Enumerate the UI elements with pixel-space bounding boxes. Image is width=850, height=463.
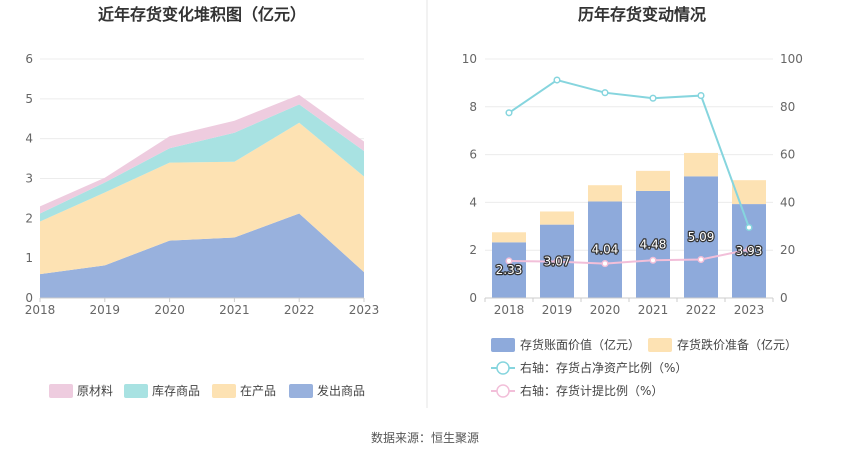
left-y-tick-label: 0 xyxy=(25,291,33,305)
line-inventory-net-assets-ratio-point xyxy=(553,76,561,84)
right-x-tick-label: 2019 xyxy=(542,303,573,317)
right-y-tick-label: 6 xyxy=(469,148,477,162)
bar-impairment-reserve xyxy=(732,180,766,205)
bar-impairment-reserve xyxy=(684,152,718,177)
bar-book-value xyxy=(588,201,622,298)
right-y-tick-label: 4 xyxy=(469,195,477,209)
line-inventory-net-assets-ratio xyxy=(508,78,750,228)
line-inventory-net-assets-ratio-point xyxy=(745,223,753,232)
right-x-tick-label: 2023 xyxy=(734,303,765,317)
right-y-tick-label: 0 xyxy=(469,291,477,305)
right-y-tick-label: 10 xyxy=(462,52,477,66)
line-inventory-net-assets-ratio-point xyxy=(649,94,657,102)
left-x-tick-label: 2021 xyxy=(219,303,250,317)
left-x-tick-label: 2020 xyxy=(154,303,185,317)
line-inventory-net-assets-ratio-point xyxy=(505,109,513,117)
right-y2-tick-label: 80 xyxy=(780,100,795,114)
left-legend-swatch xyxy=(49,384,73,398)
left-legend-label: 库存商品 xyxy=(152,383,200,398)
bar-impairment-reserve xyxy=(588,185,622,202)
right-legend-swatch-reserve xyxy=(648,338,672,352)
line-provision-ratio-point xyxy=(601,260,609,268)
line-provision-ratio xyxy=(508,248,750,265)
left-x-tick-label: 2018 xyxy=(25,303,56,317)
line-provision-ratio-point xyxy=(553,258,561,266)
right-x-tick-label: 2021 xyxy=(638,303,669,317)
bar-value-label: 2.33 xyxy=(496,263,523,277)
right-y-tick-label: 8 xyxy=(469,100,477,114)
bar-value-label: 4.04 xyxy=(592,243,619,257)
right-legend-label: 右轴：存货占净资产比例（%） xyxy=(520,360,687,375)
left-area-chart: 0 1 2 3 4 5 6 2018 2019 2020 2021 2022 2023 原材料 库存商品 在产… xyxy=(25,52,380,398)
left-chart-title: 近年存货变化堆积图（亿元） xyxy=(98,5,306,24)
left-y-tick-label: 2 xyxy=(25,211,33,225)
line-provision-ratio-point xyxy=(697,255,705,264)
bar-impairment-reserve xyxy=(492,232,526,243)
left-legend-label: 在产品 xyxy=(240,384,276,398)
right-x-tick-label: 2020 xyxy=(590,303,621,317)
right-legend-marker xyxy=(496,361,510,375)
left-legend-swatch xyxy=(212,384,236,398)
right-legend-marker xyxy=(496,384,510,398)
left-legend-label: 原材料 xyxy=(77,384,113,398)
right-y2-tick-label: 0 xyxy=(780,291,788,305)
line-provision-ratio-point xyxy=(745,245,753,254)
bar-impairment-reserve xyxy=(540,211,574,225)
left-x-tick-label: 2019 xyxy=(90,303,121,317)
left-x-tick-label: 2022 xyxy=(284,303,315,317)
right-y-tick-label: 2 xyxy=(469,243,477,257)
bar-value-label: 3.07 xyxy=(544,254,571,268)
right-y2-tick-label: 40 xyxy=(780,195,795,209)
right-y2-tick-label: 60 xyxy=(780,148,795,162)
right-x-tick-label: 2018 xyxy=(494,303,525,317)
right-legend-swatch-book-value xyxy=(491,338,515,352)
right-y2-tick-label: 20 xyxy=(780,243,795,257)
left-legend-label: 发出商品 xyxy=(317,383,365,398)
right-y2-tick-label: 100 xyxy=(780,52,803,66)
left-legend-swatch xyxy=(289,384,313,398)
left-x-tick-label: 2023 xyxy=(349,303,380,317)
area-shipped-goods xyxy=(40,213,364,298)
source-note: 数据来源：恒生聚源 xyxy=(371,430,479,445)
left-legend-swatch xyxy=(124,384,148,398)
bar-book-value xyxy=(492,242,526,298)
bar-impairment-reserve xyxy=(636,170,670,191)
right-x-tick-label: 2022 xyxy=(686,303,717,317)
left-y-tick-label: 4 xyxy=(25,132,33,146)
left-y-tick-label: 1 xyxy=(25,251,33,265)
line-inventory-net-assets-ratio-point xyxy=(697,92,705,100)
line-provision-ratio-point xyxy=(505,257,513,265)
line-provision-ratio-point xyxy=(649,256,657,264)
bar-book-value xyxy=(684,176,718,298)
right-legend-label: 右轴：存货计提比例（%） xyxy=(520,383,663,398)
right-legend-label: 存货跌价准备（亿元） xyxy=(677,337,797,352)
right-legend-label: 存货账面价值（亿元） xyxy=(520,337,640,352)
area-wip xyxy=(40,122,364,275)
line-inventory-net-assets-ratio-point xyxy=(601,89,609,97)
bar-value-label: 5.09 xyxy=(688,230,715,244)
bar-book-value xyxy=(636,190,670,298)
right-chart-title: 历年存货变动情况 xyxy=(578,5,706,24)
bar-value-label: 4.48 xyxy=(640,237,667,251)
left-y-tick-label: 6 xyxy=(25,52,33,66)
left-y-tick-label: 5 xyxy=(25,92,33,106)
bar-value-label: 3.93 xyxy=(736,244,763,258)
left-y-tick-label: 3 xyxy=(25,172,33,186)
